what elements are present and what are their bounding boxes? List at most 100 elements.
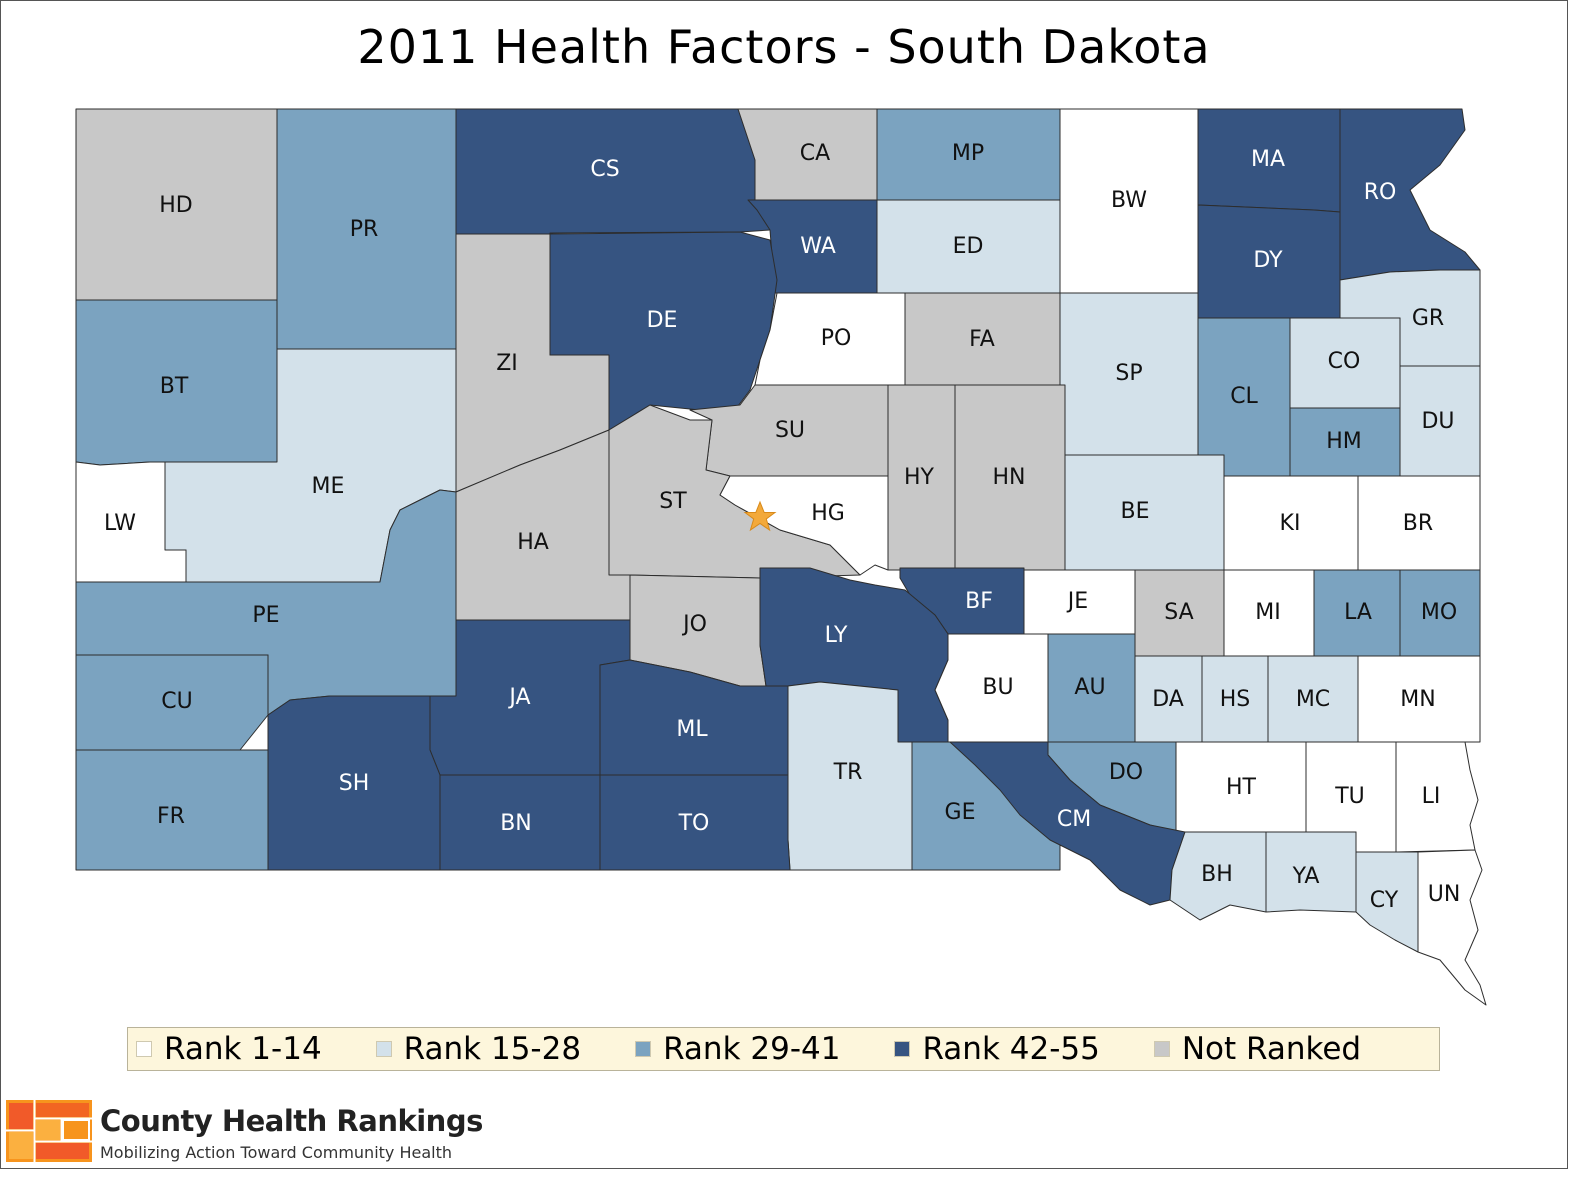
county-label-be: BE — [1121, 499, 1150, 524]
county-label-zi: ZI — [496, 351, 518, 376]
brand-tagline: Mobilizing Action Toward Community Healt… — [100, 1143, 453, 1162]
county-label-bw: BW — [1111, 188, 1147, 213]
county-label-ml: ML — [676, 717, 708, 742]
county-label-bf: BF — [965, 589, 993, 614]
county-ro — [1339, 108, 1481, 281]
county-label-du: DU — [1421, 409, 1454, 434]
county-label-ht: HT — [1226, 775, 1257, 800]
county-label-hn: HN — [993, 465, 1026, 490]
county-label-ca: CA — [800, 141, 830, 166]
legend-item-rank-15-28: Rank 15-28 — [375, 1031, 582, 1067]
county-label-mo: MO — [1421, 600, 1457, 625]
county-label-sp: SP — [1115, 361, 1142, 386]
county-label-li: LI — [1422, 784, 1441, 809]
county-label-hm: HM — [1326, 429, 1362, 454]
county-cu — [75, 654, 269, 751]
county-label-ki: KI — [1280, 511, 1301, 536]
county-label-pe: PE — [252, 603, 279, 628]
county-label-hg: HG — [811, 501, 845, 526]
county-label-hy: HY — [904, 465, 935, 490]
legend-swatch — [1153, 1041, 1170, 1057]
county-label-ja: JA — [507, 685, 530, 710]
legend-label: Rank 15-28 — [403, 1031, 582, 1067]
legend-label: Not Ranked — [1181, 1031, 1362, 1067]
county-label-ya: YA — [1292, 864, 1320, 889]
legend-label: Rank 29-41 — [663, 1031, 841, 1067]
county-label-tr: TR — [833, 760, 863, 785]
legend: Rank 1-14 Rank 15-28 Rank 29-41 Rank 42-55 N… — [127, 1027, 1440, 1071]
county-label-gr: GR — [1412, 306, 1444, 331]
county-label-mc: MC — [1296, 687, 1330, 712]
brand-name: County Health Rankings — [100, 1104, 483, 1138]
county-label-fa: FA — [969, 327, 995, 352]
county-label-bu: BU — [982, 675, 1013, 700]
counties-layer — [75, 108, 1487, 1006]
legend-item-rank-1-14: Rank 1-14 — [136, 1031, 322, 1067]
county-label-cm: CM — [1057, 807, 1091, 832]
county-label-mi: MI — [1255, 600, 1280, 625]
county-label-hs: HS — [1220, 687, 1251, 712]
county-label-sa: SA — [1164, 600, 1193, 625]
county-mn — [1357, 655, 1481, 743]
county-label-un: UN — [1428, 882, 1461, 907]
legend-item-rank-42-55: Rank 42-55 — [894, 1031, 1100, 1067]
county-label-wa: WA — [800, 234, 836, 259]
county-label-hd: HD — [159, 193, 192, 218]
county-label-pr: PR — [350, 217, 379, 242]
county-label-lw: LW — [104, 511, 136, 536]
county-label-do: DO — [1109, 760, 1143, 785]
county-label-st: ST — [659, 489, 687, 514]
county-to — [599, 774, 791, 871]
county-label-cu: CU — [161, 689, 192, 714]
legend-swatch — [136, 1041, 152, 1057]
county-label-co: CO — [1328, 349, 1361, 374]
county-label-bn: BN — [500, 811, 532, 836]
county-label-ha: HA — [517, 530, 549, 555]
county-label-cy: CY — [1370, 888, 1399, 913]
county-label-la: LA — [1344, 600, 1372, 625]
county-de — [549, 231, 778, 431]
county-label-ma: MA — [1251, 147, 1285, 172]
county-un — [1417, 849, 1487, 1006]
county-label-je: JE — [1066, 589, 1088, 614]
legend-swatch — [635, 1041, 652, 1057]
legend-item-rank-29-41: Rank 29-41 — [635, 1031, 840, 1067]
county-label-po: PO — [821, 326, 852, 351]
county-label-to: TO — [678, 811, 710, 836]
county-ya — [1265, 831, 1357, 913]
south-dakota-map: HD PR CS CA MP BW MA RO WA ED DY GR ZI DE PO FA SP CO CL BT… — [75, 108, 1487, 1006]
county-label-cl: CL — [1230, 384, 1258, 409]
county-label-mp: MP — [952, 141, 984, 166]
county-label-fr: FR — [157, 804, 185, 829]
county-fr — [75, 749, 269, 871]
county-label-mn: MN — [1400, 687, 1435, 712]
county-label-bh: BH — [1201, 862, 1233, 887]
county-label-bt: BT — [160, 374, 189, 399]
county-label-ro: RO — [1364, 180, 1397, 205]
county-label-tu: TU — [1334, 784, 1365, 809]
star-icon — [743, 500, 777, 532]
county-label-ed: ED — [953, 234, 984, 259]
county-label-br: BR — [1403, 511, 1433, 536]
county-label-me: ME — [312, 474, 345, 499]
legend-label: Rank 1-14 — [164, 1031, 322, 1067]
county-label-ge: GE — [945, 800, 976, 825]
county-label-su: SU — [775, 418, 805, 443]
labels-layer: HD PR CS CA MP BW MA RO WA ED DY GR ZI DE PO FA SP CO CL BT… — [104, 141, 1460, 913]
county-hg — [719, 475, 889, 576]
county-label-jo: JO — [681, 612, 707, 637]
county-label-ly: LY — [825, 623, 848, 648]
county-label-au: AU — [1074, 675, 1105, 700]
map-title: 2011 Health Factors - South Dakota — [357, 20, 1211, 74]
legend-swatch — [894, 1041, 911, 1057]
county-label-cs: CS — [590, 157, 619, 182]
county-label-sh: SH — [339, 771, 370, 796]
county-label-de: DE — [647, 308, 678, 333]
legend-item-not-ranked: Not Ranked — [1153, 1031, 1362, 1067]
county-sh — [267, 695, 441, 871]
county-label-da: DA — [1152, 687, 1184, 712]
county-health-rankings-logo — [6, 1100, 92, 1162]
county-label-dy: DY — [1253, 248, 1283, 273]
legend-swatch — [375, 1041, 392, 1057]
legend-label: Rank 42-55 — [922, 1031, 1100, 1067]
